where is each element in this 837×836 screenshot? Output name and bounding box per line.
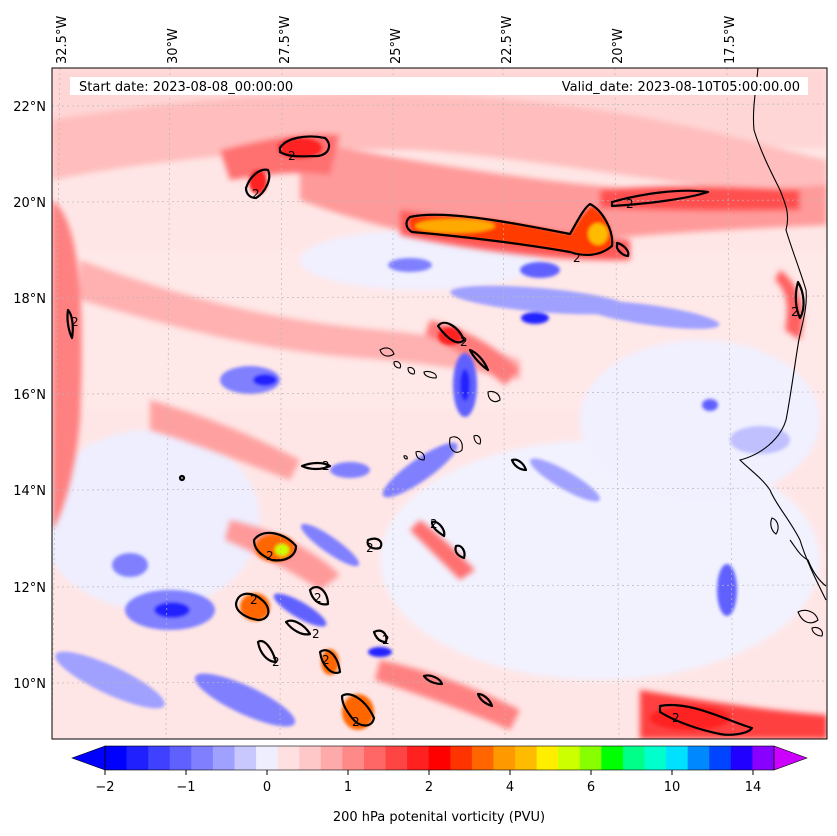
graticule xyxy=(52,68,827,739)
contour-label: 2 xyxy=(252,187,260,201)
lon-label-25w: 25°W xyxy=(389,28,404,64)
contour-label: 2 xyxy=(250,593,258,607)
colorbar-cell xyxy=(342,746,365,770)
colorbar-cell xyxy=(558,746,581,770)
contour-label: 2 xyxy=(672,711,680,725)
contour-label: 2 xyxy=(791,305,799,319)
colorbar-cell xyxy=(407,746,430,770)
map-frame xyxy=(51,67,828,740)
colorbar-cell xyxy=(363,746,387,770)
colorbar-cell xyxy=(277,746,300,770)
colorbar-cell xyxy=(471,746,495,770)
colorbar-cell xyxy=(450,746,473,770)
colorbar-tick-label: 1 xyxy=(344,780,352,795)
lat-label-18n: 18°N xyxy=(13,292,46,307)
colorbar-tick-label: 2 xyxy=(425,780,433,795)
contour-label: 2 xyxy=(312,627,320,641)
contour-label: 2 xyxy=(322,459,330,473)
colorbar-cell xyxy=(493,746,516,770)
colorbar-cell xyxy=(428,746,451,770)
lon-label-22-5w: 22.5°W xyxy=(500,16,515,64)
colorbar-tick-label: 10 xyxy=(664,780,681,795)
pv-field-positive xyxy=(52,93,827,739)
lat-label-22n: 22°N xyxy=(13,100,46,115)
contour-label: 2 xyxy=(352,715,360,729)
colorbar-tick-labels: −2 −1 0 1 2 4 6 10 14 xyxy=(95,780,761,795)
contour-label: 2 xyxy=(71,315,79,329)
colorbar-ticks xyxy=(104,770,754,775)
colorbar-cell xyxy=(622,746,646,770)
colorbar-cell xyxy=(536,746,559,770)
colorbar-cell xyxy=(385,746,408,770)
colorbar-extend-high xyxy=(773,745,808,771)
contour-label: 2 xyxy=(314,591,322,605)
contour-labels: 2 2 2 2 2 2 2 2 2 2 2 2 2 2 2 2 2 2 2 xyxy=(71,149,799,729)
valid-date-label: Valid_date: 2023-08-10T05:00:00.00 xyxy=(562,80,800,95)
longitude-labels: 32.5°W 30°W 27.5°W 25°W 22.5°W 20°W 17.5… xyxy=(55,16,738,64)
colorbar-frame xyxy=(104,745,775,771)
lon-label-20w: 20°W xyxy=(611,28,626,64)
lon-label-32-5w: 32.5°W xyxy=(55,16,70,64)
colorbar-cell xyxy=(515,746,538,770)
colorbar-tick-label: 14 xyxy=(745,780,762,795)
colorbar-extend-low xyxy=(71,745,106,771)
colorbar-cell xyxy=(687,746,710,770)
pv-field-negative xyxy=(55,258,790,727)
date-banner: Start date: 2023-08-08_00:00:00 Valid_da… xyxy=(70,77,808,95)
colorbar-cell xyxy=(126,746,149,770)
contour-label: 2 xyxy=(382,633,390,647)
latitude-labels: 22°N 20°N 18°N 16°N 14°N 12°N 10°N xyxy=(13,100,46,692)
start-date-label: Start date: 2023-08-08_00:00:00 xyxy=(79,80,293,95)
colorbar: −2 −1 0 1 2 4 6 10 14 200 hPa potenital … xyxy=(71,745,808,825)
colorbar-cell xyxy=(601,746,624,770)
contour-label: 2 xyxy=(322,653,330,667)
lat-label-20n: 20°N xyxy=(13,196,46,211)
map-panel: 2 2 2 2 2 2 2 2 2 2 2 2 2 2 2 2 2 2 2 xyxy=(52,68,827,739)
coastlines xyxy=(379,68,827,637)
colorbar-cells xyxy=(105,746,775,770)
contour-label: 2 xyxy=(573,251,581,265)
colorbar-cell xyxy=(234,746,257,770)
contour-label: 2 xyxy=(266,549,274,563)
colorbar-tick-label: 0 xyxy=(263,780,271,795)
lat-label-10n: 10°N xyxy=(13,677,46,692)
contour-label: 2 xyxy=(272,655,280,669)
colorbar-cell xyxy=(299,746,322,770)
lat-label-12n: 12°N xyxy=(13,581,46,596)
colorbar-cell xyxy=(730,746,754,770)
colorbar-title: 200 hPa potenital vorticity (PVU) xyxy=(333,810,545,825)
contour-label: 2 xyxy=(288,149,296,163)
pv-2-contours xyxy=(66,135,805,736)
colorbar-tick-label: 6 xyxy=(587,780,595,795)
colorbar-tick-label: 4 xyxy=(506,780,514,795)
colorbar-cell xyxy=(320,746,343,770)
colorbar-cell xyxy=(644,746,667,770)
lon-label-17-5w: 17.5°W xyxy=(723,16,738,64)
colorbar-tick-label: −2 xyxy=(95,780,114,795)
lat-label-16n: 16°N xyxy=(13,388,46,403)
colorbar-cell xyxy=(709,746,732,770)
colorbar-cell xyxy=(579,746,602,770)
colorbar-cell xyxy=(191,746,214,770)
contour-label: 2 xyxy=(626,197,634,211)
contour-label: 2 xyxy=(460,335,468,349)
lat-label-14n: 14°N xyxy=(13,484,46,499)
lon-label-30w: 30°W xyxy=(166,28,181,64)
colorbar-cell xyxy=(666,746,689,770)
lon-label-27-5w: 27.5°W xyxy=(278,16,293,64)
colorbar-cell xyxy=(752,746,775,770)
contour-label: 2 xyxy=(366,541,374,555)
colorbar-cell xyxy=(212,746,236,770)
contour-label: 2 xyxy=(430,517,438,531)
colorbar-cell xyxy=(256,746,279,770)
colorbar-cell xyxy=(148,746,171,770)
colorbar-cell xyxy=(169,746,192,770)
colorbar-tick-label: −1 xyxy=(176,780,195,795)
colorbar-cell xyxy=(105,746,128,770)
date-banner-background xyxy=(70,77,808,95)
